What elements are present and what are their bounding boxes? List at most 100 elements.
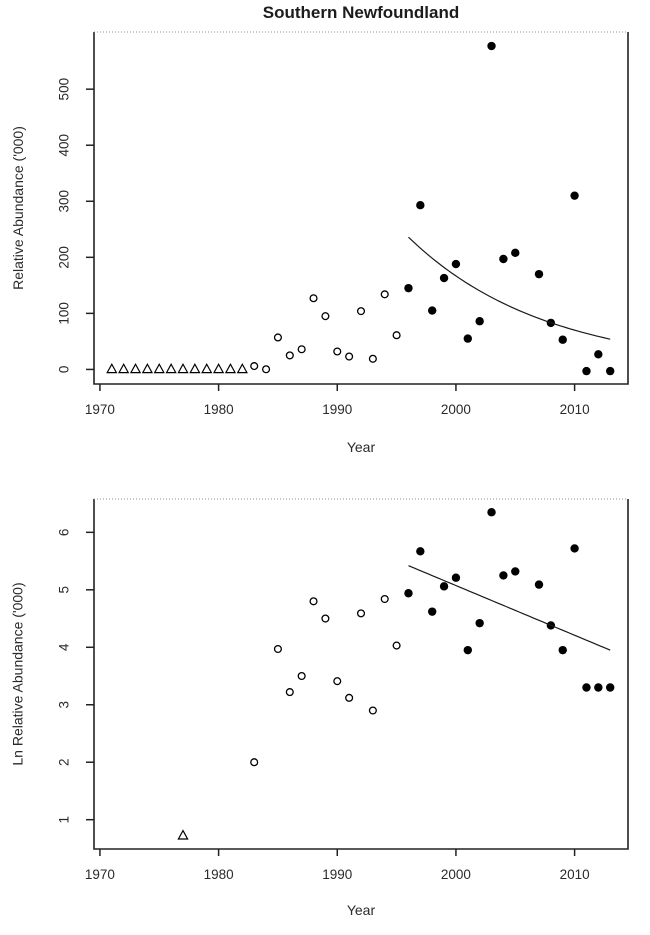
- scatter-point-triangle: [165, 362, 177, 374]
- x-tick-label: 1970: [85, 867, 115, 882]
- y-tick-label: 100: [57, 302, 72, 325]
- y-tick-label: 300: [57, 190, 72, 213]
- scatter-point-filled: [439, 273, 449, 283]
- scatter-point-filled: [475, 618, 484, 628]
- scatter-point-triangle: [177, 362, 189, 374]
- scatter-point-open: [273, 644, 282, 654]
- scatter-point-triangle: [212, 362, 225, 374]
- fitted-decline-line: [408, 565, 611, 651]
- bottom-x-axis-label: Year: [346, 902, 376, 918]
- y-tick-label: 4: [57, 643, 72, 651]
- y-tick-label: 400: [57, 134, 72, 157]
- scatter-point-open: [297, 345, 306, 354]
- scatter-point-filled: [463, 334, 472, 343]
- bottom-chart-canvas: 1970 1980 1990 2000 2010 1 2 3 4 5 6: [57, 498, 629, 882]
- scatter-point-filled: [606, 683, 615, 692]
- scatter-point-open: [250, 362, 259, 371]
- scatter-point-filled: [534, 580, 544, 589]
- y-tick-label: 6: [57, 529, 72, 537]
- x-tick-label: 2010: [560, 867, 590, 882]
- y-tick-label: 1: [57, 816, 72, 824]
- scatter-point-filled: [558, 645, 567, 655]
- scatter-point-open: [368, 706, 377, 715]
- scatter-point-triangle: [118, 362, 130, 374]
- scatter-point-filled: [487, 41, 496, 51]
- x-tick-label: 2000: [441, 867, 471, 882]
- scatter-point-filled: [475, 317, 484, 326]
- plot-border: [93, 499, 629, 850]
- scatter-point-open: [250, 758, 259, 767]
- scatter-point-filled: [487, 508, 496, 517]
- x-tick-label: 1970: [85, 402, 115, 417]
- scatter-point-open: [285, 351, 294, 360]
- scatter-point-triangle: [141, 362, 154, 374]
- scatter-point-filled: [570, 191, 579, 200]
- scatter-point-triangle: [129, 362, 142, 374]
- scatter-point-filled: [558, 335, 567, 344]
- scatter-point-open: [368, 354, 377, 363]
- top-chart-canvas: 1970 1980 1990 2000 2010 0 100 200 300 400 500: [57, 31, 629, 417]
- scatter-point-filled: [582, 366, 591, 376]
- top-x-axis-label: Year: [346, 439, 376, 455]
- scatter-point-filled: [428, 306, 437, 315]
- scatter-point-triangle: [153, 362, 165, 374]
- scatter-point-open: [285, 688, 294, 697]
- y-tick-label: 3: [57, 701, 72, 709]
- scatter-point-open: [392, 641, 401, 650]
- x-tick-label: 1980: [204, 402, 234, 417]
- scatter-point-filled: [499, 571, 508, 580]
- scatter-point-filled: [416, 547, 425, 556]
- scatter-point-filled: [404, 283, 413, 293]
- scatter-point-open: [380, 594, 389, 604]
- scatter-point-open: [262, 365, 271, 374]
- x-tick-label: 1990: [322, 402, 352, 417]
- plot-border: [93, 32, 629, 385]
- scatter-point-filled: [499, 254, 508, 264]
- scatter-point-triangle: [224, 362, 237, 374]
- x-tick-label: 2000: [441, 402, 471, 417]
- scatter-point-open: [333, 677, 342, 686]
- scatter-point-filled: [428, 607, 437, 616]
- scatter-point-triangle: [189, 362, 201, 374]
- scatter-point-filled: [606, 366, 615, 376]
- scatter-point-triangle: [236, 362, 248, 374]
- scatter-point-filled: [451, 259, 461, 269]
- scatter-point-filled: [463, 645, 472, 655]
- x-tick-label: 2010: [560, 402, 590, 417]
- y-tick-label: 5: [57, 586, 72, 594]
- scatter-point-open: [321, 614, 330, 623]
- scatter-point-open: [356, 307, 366, 316]
- scatter-point-open: [309, 597, 318, 606]
- scatter-point-filled: [511, 567, 520, 576]
- scatter-point-open: [309, 294, 318, 303]
- scatter-point-open: [380, 290, 389, 299]
- x-tick-label: 1980: [204, 867, 234, 882]
- scatter-point-triangle: [106, 362, 118, 374]
- scatter-point-open: [345, 352, 354, 361]
- y-tick-label: 0: [57, 366, 72, 374]
- chart-title: Southern Newfoundland: [262, 3, 460, 22]
- scatter-point-filled: [416, 200, 425, 210]
- scatter-point-open: [321, 312, 330, 321]
- x-tick-label: 1990: [322, 867, 352, 882]
- scatter-point-filled: [594, 683, 603, 692]
- scatter-point-open: [356, 609, 366, 618]
- y-tick-label: 200: [57, 246, 72, 269]
- scatter-point-filled: [404, 589, 413, 598]
- scatter-point-filled: [439, 582, 449, 591]
- scatter-point-filled: [534, 269, 544, 279]
- scatter-point-triangle: [177, 829, 189, 840]
- scatter-point-filled: [451, 573, 461, 582]
- scatter-point-open: [345, 693, 354, 702]
- scatter-point-filled: [511, 248, 520, 258]
- scatter-point-open: [333, 347, 342, 356]
- scatter-point-open: [392, 331, 401, 340]
- scatter-point-filled: [582, 683, 591, 692]
- fitted-decline-curve: [408, 236, 611, 340]
- scatter-point-open: [297, 671, 306, 681]
- scatter-point-open: [273, 333, 282, 342]
- scatter-point-filled: [570, 544, 579, 553]
- y-tick-label: 500: [57, 78, 72, 101]
- y-tick-label: 2: [57, 758, 72, 766]
